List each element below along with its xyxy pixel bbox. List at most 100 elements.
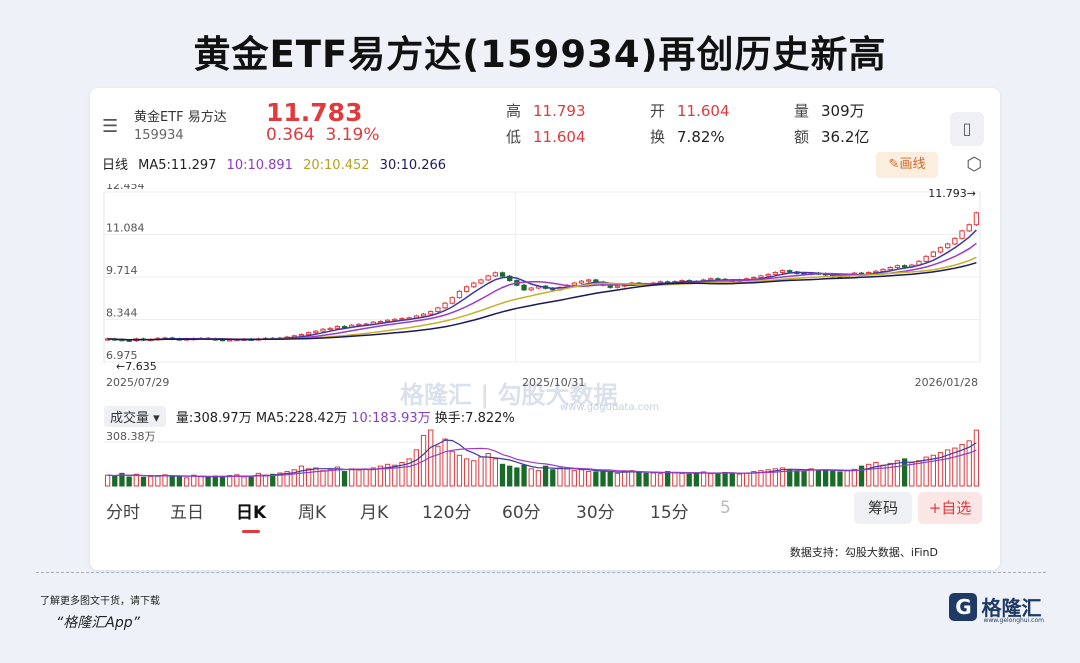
volume-row: 成交量 ▾ 量:308.97万 MA5:228.42万 10:183.93万 换… (104, 406, 990, 428)
volume-bar (973, 429, 980, 487)
caret-down-icon: ▾ (153, 411, 160, 426)
volume-bar (715, 472, 721, 487)
candle-body (614, 285, 621, 288)
candle-body (571, 282, 577, 286)
divider (36, 572, 1046, 573)
data-source: 数据支持：勾股大数据、iFinD (789, 546, 938, 559)
volume-bar (765, 469, 771, 487)
candle-body (435, 307, 441, 313)
tab-weekly-k[interactable]: 周K (298, 503, 327, 523)
candle-body (952, 237, 958, 245)
volume-bar (837, 471, 843, 487)
candle-body (327, 327, 333, 331)
candle-body (973, 212, 980, 226)
volume-bar (104, 474, 111, 487)
candle-body (442, 302, 448, 309)
candle-body (578, 280, 585, 284)
volume-bar (112, 475, 118, 487)
tab-monthly-k[interactable]: 月K (360, 503, 389, 523)
indicator-select[interactable]: 成交量 ▾ (104, 406, 166, 427)
volume-bar (320, 470, 326, 487)
phone-icon[interactable]: ▯ (950, 112, 984, 146)
page-headline: 黄金ETF易方达(159934)再创历史新高 (193, 33, 887, 76)
volume-bar (392, 464, 398, 487)
candle-body (586, 279, 592, 282)
volume-bar (722, 471, 728, 487)
volume-bar (126, 476, 132, 487)
volume-bar (133, 473, 139, 487)
volume-bar (456, 454, 463, 487)
tab-60min[interactable]: 60分 (502, 503, 541, 523)
tab-minute[interactable]: 分时 (106, 503, 140, 523)
volume-bar (471, 460, 477, 487)
volume-bar (119, 472, 125, 487)
candle-body (923, 255, 929, 262)
logo-url: www.gelonghui.com (983, 617, 1044, 624)
candle-body (499, 272, 506, 277)
volume-bar (693, 472, 700, 487)
vol-ma10: 10:183.93万 (351, 411, 431, 426)
volume-bar (901, 458, 908, 487)
ma20-value: 20:10.452 (303, 158, 370, 173)
volume-bar (621, 471, 628, 487)
volume-bar (873, 462, 879, 487)
tab-daily-k[interactable]: 日K (236, 498, 266, 533)
add-watchlist-button[interactable]: +自选 (918, 492, 982, 524)
volume-bar (729, 472, 735, 487)
volume-bar (665, 471, 671, 487)
volume-bar (686, 473, 692, 487)
tab-5min[interactable]: 5 (720, 498, 731, 518)
candle-body (356, 323, 362, 327)
y-tick-label: 9.714 (106, 264, 138, 277)
period-tabs: 分时 五日 日K 周K 月K 120分 60分 30分 15分 5 (104, 496, 990, 533)
volume-bar (205, 476, 211, 487)
candlestick-chart: 6.975 8.344 9.714 11.084 12.454 2025/07/29 20… (103, 184, 981, 389)
volume-chart: 308.38万 (104, 429, 980, 487)
tab-30min[interactable]: 30分 (576, 503, 615, 523)
volume-bar (212, 475, 218, 487)
volume-bar (930, 454, 936, 487)
y-tick-label: 11.084 (106, 222, 145, 235)
volume-bar (449, 451, 455, 487)
volume-bar (607, 471, 613, 487)
stat-amount: 额 36.2亿 (794, 128, 870, 146)
volume-bar (578, 469, 585, 487)
volume-bar (406, 458, 412, 487)
candle-body (449, 297, 455, 304)
draw-line-button[interactable]: ✎画线 (876, 152, 938, 178)
security-name: 黄金ETF 易方达 (134, 110, 227, 125)
security-code: 159934 (134, 128, 184, 143)
volume-bar (305, 468, 312, 487)
volume-bar (636, 471, 642, 487)
candle-body (937, 247, 944, 253)
change-pct: 3.19% (325, 125, 380, 145)
candle-body (765, 273, 771, 277)
volume-bar (241, 476, 247, 487)
volume-bar (858, 465, 865, 487)
volume-bar (349, 468, 355, 487)
candle-body (298, 334, 305, 337)
tab-15min[interactable]: 15分 (650, 503, 689, 523)
candle-body (305, 332, 312, 336)
volume-bar (629, 470, 635, 487)
volume-bar (227, 475, 233, 487)
candle-body (456, 290, 463, 299)
ma-row: 日线 MA5:11.297 10:10.891 20:10.452 30:10.… (102, 154, 452, 173)
volume-bar (866, 463, 872, 487)
volume-bar (176, 476, 183, 487)
volume-bar (183, 477, 190, 487)
volume-bar (679, 472, 685, 487)
candle-body (392, 318, 398, 322)
tab-five-day[interactable]: 五日 (170, 503, 204, 523)
volume-bar (916, 460, 922, 487)
menu-icon[interactable]: ☰ (102, 116, 119, 137)
volume-bar (844, 470, 850, 487)
vol-max-tick: 308.38万 (106, 430, 156, 443)
tab-120min[interactable]: 120分 (422, 503, 472, 523)
chip-button[interactable]: 筹码 (854, 492, 912, 524)
candle-body (779, 270, 786, 273)
settings-hexagon-icon[interactable]: ⬡ (966, 154, 982, 175)
volume-bar (794, 470, 800, 487)
